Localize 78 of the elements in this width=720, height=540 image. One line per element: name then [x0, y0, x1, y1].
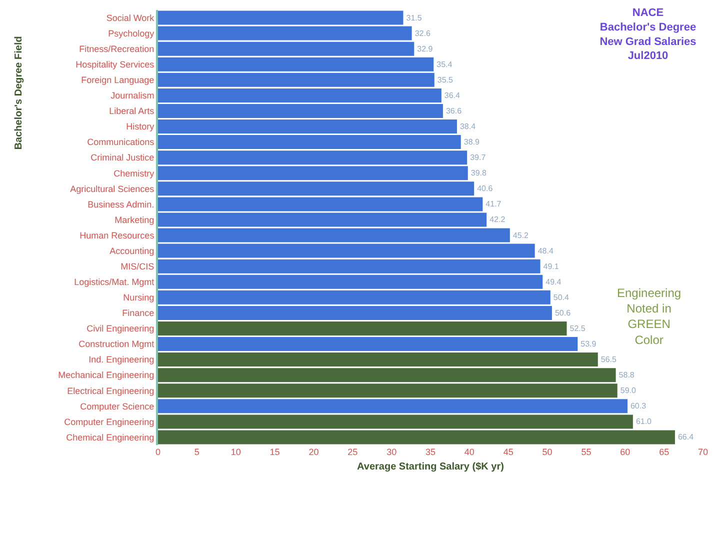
annotation: Engineering Noted in GREEN Color [617, 286, 682, 347]
x-tick-label: 65 [659, 447, 670, 457]
y-tick-label: Communications [87, 137, 155, 148]
text: NACE Bachelor's Degree New Grad Salaries Jul2010 [600, 7, 696, 62]
y-tick-label: History [126, 122, 155, 132]
y-tick-label: Hospitality Services [76, 60, 155, 70]
y-tick-label: Journalism [110, 90, 154, 101]
data-label: 50.4 [553, 292, 570, 302]
y-tick-label: Criminal Justice [90, 152, 154, 163]
y-tick-label: Marketing [114, 214, 154, 225]
y-tick-label: Chemistry [114, 168, 155, 178]
data-label: 32.9 [417, 44, 434, 54]
data-label: 60.3 [630, 402, 647, 411]
data-label: 35.4 [436, 60, 453, 69]
data-label: 31.5 [406, 13, 422, 22]
y-tick-label: Accounting [110, 246, 154, 256]
x-tick-label: 0 [155, 447, 161, 457]
data-label: 56.5 [600, 355, 618, 364]
y-tick-label: MIS/CIS [120, 261, 154, 272]
data-label: 42.2 [490, 215, 506, 224]
data-label: 50.6 [554, 308, 572, 318]
x-axis-title: Average Starting Salary ($K yr) [357, 462, 504, 472]
y-tick-label: Computer Engineering [64, 416, 154, 427]
y-tick-label: Civil Engineering [86, 324, 154, 334]
bar [158, 337, 578, 352]
data-label: 66.4 [678, 432, 694, 442]
y-tick-label: Finance [122, 308, 154, 318]
data-label: 58.8 [618, 370, 635, 380]
data-label: 40.6 [477, 184, 494, 194]
x-tick-label: 50 [542, 447, 552, 457]
data-label: 61.0 [636, 417, 652, 426]
x-tick-label: 25 [348, 447, 358, 457]
y-tick-label: Chemical Engineering [66, 432, 154, 442]
data-label: 59.0 [620, 386, 636, 396]
y-tick-label: Ind. Engineering [88, 354, 154, 365]
y-tick-label: Social Work [106, 12, 155, 23]
bar [158, 321, 567, 336]
y-tick-label: Computer Science [80, 401, 154, 412]
x-tick-label: 10 [230, 447, 241, 457]
x-tick-label: 40 [464, 447, 474, 457]
y-tick-label: Psychology [108, 28, 155, 38]
data-label: 38.9 [464, 138, 480, 147]
data-label: 45.2 [512, 230, 530, 240]
y-axis-title: Bachelor's Degree Field [13, 36, 24, 150]
data-label: 36.6 [446, 106, 462, 116]
x-tick-label: 30 [386, 447, 397, 457]
data-label: 49.4 [546, 277, 562, 286]
y-tick-label: Fitness/Recreation [79, 44, 154, 54]
y-tick-label: Liberal Arts [109, 106, 155, 116]
bar [158, 399, 628, 414]
y-tick-label: Electrical Engineering [67, 386, 154, 396]
x-tick-label: 35 [425, 447, 436, 457]
y-tick-label: Nursing [123, 292, 154, 303]
y-tick-label: Logistics/Mat. Mgmt [74, 277, 155, 288]
data-label: 52.5 [570, 324, 586, 333]
y-tick-label: Agricultural Sciences [70, 184, 155, 194]
data-label: 48.4 [538, 246, 554, 256]
x-tick-label: 60 [620, 447, 630, 457]
data-label: 32.6 [414, 28, 431, 38]
data-label: 36.4 [444, 90, 461, 100]
x-tick-label: 45 [503, 447, 514, 457]
data-label: 41.7 [486, 200, 502, 209]
y-tick-label: Foreign Language [81, 75, 154, 86]
y-tick-label: Mechanical Engineering [58, 370, 154, 380]
x-tick-label: 5 [194, 447, 200, 457]
data-label: 39.8 [470, 168, 487, 178]
data-label: 53.9 [580, 340, 597, 349]
data-label: 39.7 [470, 153, 486, 162]
data-label: 35.5 [437, 75, 454, 84]
y-tick-label: Construction Mgmt [78, 339, 155, 350]
x-tick-label: 15 [270, 447, 280, 457]
data-label: 38.4 [460, 122, 476, 132]
y-tick-label: Business Admin. [88, 199, 154, 210]
x-tick-label: 20 [308, 447, 319, 457]
x-tick-label: 70 [698, 447, 708, 457]
x-tick-label: 55 [581, 447, 592, 457]
y-tick-label: Human Resources [80, 230, 155, 240]
data-label: 49.1 [543, 262, 560, 271]
